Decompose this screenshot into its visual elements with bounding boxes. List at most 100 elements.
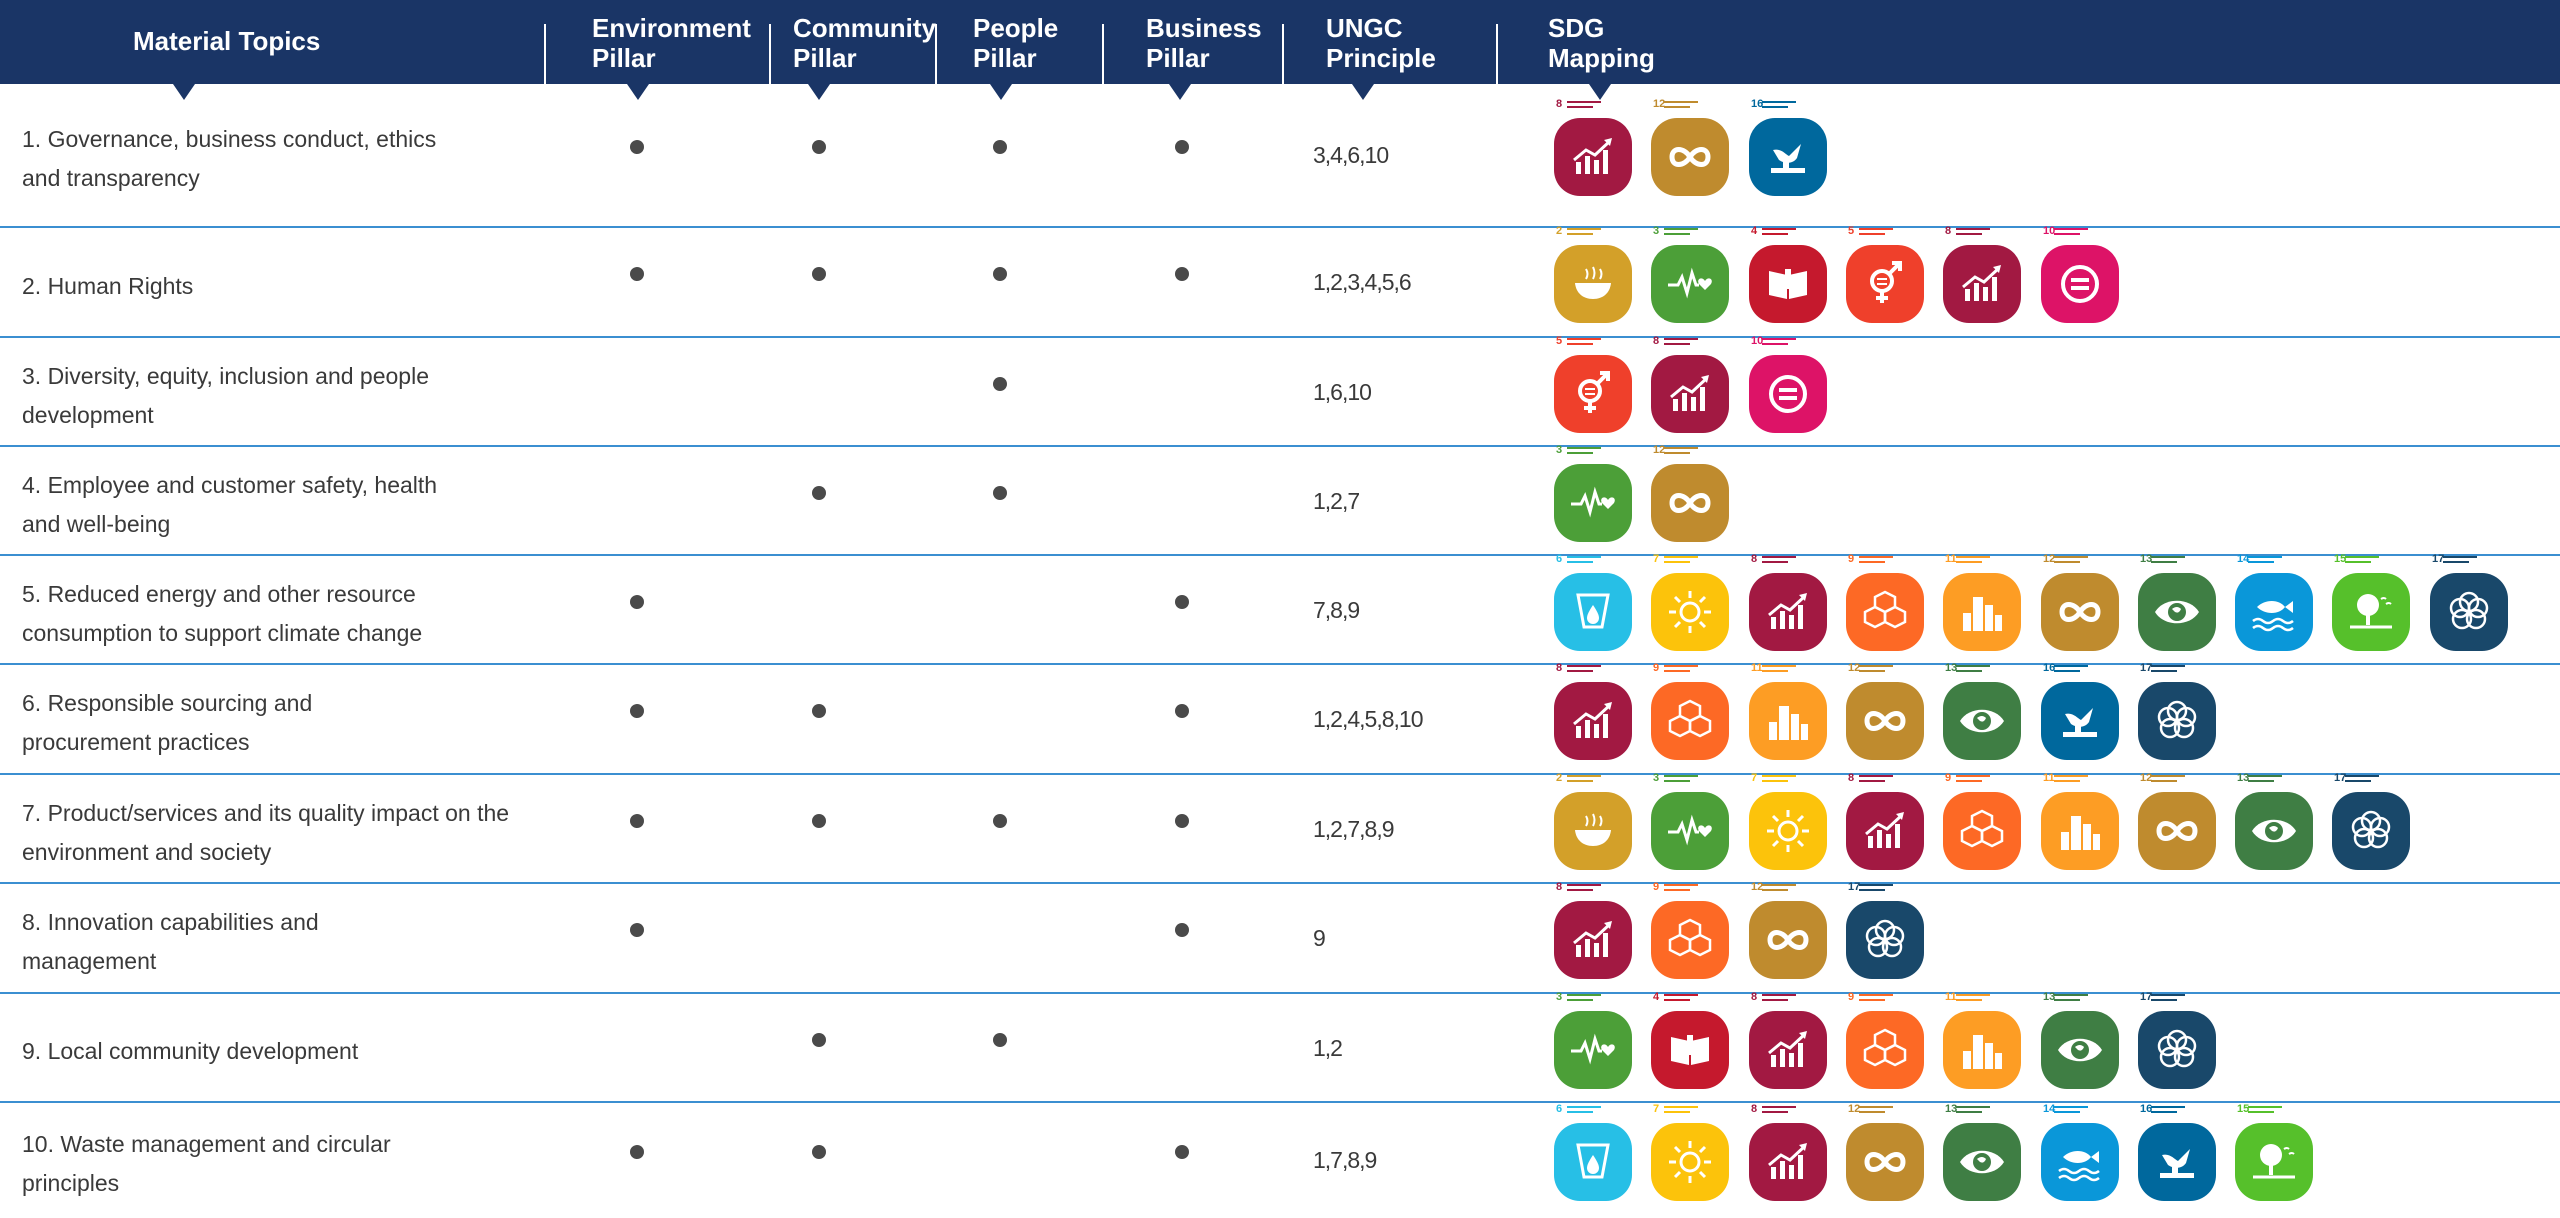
ungc-principle-value: 7,8,9 — [1313, 596, 1360, 623]
tree-icon — [2235, 1122, 2313, 1201]
sdg-number: 9 — [1653, 662, 1660, 674]
ungc-principle-value: 1,2,4,5,8,10 — [1313, 706, 1423, 732]
growth-chart-icon — [1749, 1122, 1827, 1201]
sdg-number: 10 — [1751, 334, 1764, 347]
equality-icon — [1749, 354, 1827, 433]
sdg-number: 15 — [2334, 552, 2347, 565]
sdg-2-badge: 2 — [1554, 771, 1632, 870]
sdg-13-badge: 13 — [1943, 662, 2021, 760]
infinity-icon — [2041, 572, 2119, 651]
sdg-3-badge: 3 — [1554, 444, 1632, 542]
community-pillar-dot — [812, 704, 826, 718]
sun-icon — [1651, 572, 1729, 651]
sdg-10-badge: 10 — [1749, 334, 1827, 433]
sdg-number: 13 — [1945, 662, 1958, 674]
business-pillar-header: Business Pillar — [1146, 13, 1262, 73]
ungc-principle-value: 1,2 — [1313, 1034, 1343, 1061]
sdg-number: 2 — [1556, 771, 1563, 784]
sdg-number: 8 — [1556, 662, 1563, 674]
fish-icon — [2041, 1122, 2119, 1201]
sdg-number: 12 — [1848, 1102, 1861, 1115]
gender-icon — [1846, 245, 1924, 323]
header-divider — [1282, 24, 1284, 84]
sdg-number: 13 — [1945, 1102, 1958, 1115]
heartbeat-icon — [1554, 1010, 1632, 1089]
ungc-principle-value: 1,2,7,8,9 — [1313, 815, 1395, 842]
sdg-number: 8 — [1751, 1102, 1758, 1115]
sdg-number: 16 — [2043, 662, 2056, 674]
header-arrow — [990, 84, 1012, 100]
heartbeat-icon — [1554, 463, 1632, 542]
sdg-8-badge: 8 — [1554, 881, 1632, 979]
community-pillar-dot — [812, 1032, 826, 1047]
rings-icon — [2138, 682, 2216, 760]
dove-icon — [2138, 1122, 2216, 1201]
sdg-3-badge: 3 — [1554, 991, 1632, 1089]
fish-icon — [2235, 572, 2313, 651]
header-divider — [935, 24, 937, 84]
sdg-number: 17 — [2140, 990, 2153, 1003]
table-row: 5. Reduced energy and other resource con… — [0, 552, 2560, 665]
cubes-icon — [1651, 901, 1729, 979]
material-topic: 4. Employee and customer safety, health … — [22, 471, 438, 537]
sdg-17-badge: 17 — [1846, 881, 1924, 979]
sdg-6-badge: 6 — [1554, 1103, 1632, 1201]
sdg-10-badge: 10 — [2041, 225, 2119, 323]
sdg-11-badge: 11 — [1943, 990, 2021, 1089]
book-icon — [1651, 1010, 1729, 1089]
sdg-4-badge: 4 — [1749, 225, 1827, 323]
sdg-3-badge: 3 — [1651, 772, 1729, 870]
sdg-number: 11 — [1945, 990, 1957, 1003]
sdg-12-badge: 12 — [1749, 881, 1827, 979]
environment-pillar-dot — [630, 704, 644, 718]
people-pillar-dot — [993, 1032, 1007, 1047]
material-topic: 9. Local community development — [22, 1038, 359, 1064]
sdg-12-badge: 12 — [2041, 553, 2119, 651]
table-row: 8. Innovation capabilities and managemen… — [0, 881, 2560, 994]
sdg-13-badge: 13 — [2235, 772, 2313, 870]
people-pillar-dot — [993, 376, 1007, 391]
environment-pillar-dot — [630, 923, 644, 937]
infinity-icon — [1651, 118, 1729, 196]
growth-chart-icon — [1749, 572, 1827, 651]
rings-icon — [1846, 901, 1924, 979]
sdg-7-badge: 7 — [1651, 553, 1729, 651]
sdg-13-badge: 13 — [2138, 553, 2216, 651]
growth-chart-icon — [1749, 1010, 1827, 1089]
sdg-13-badge: 13 — [1943, 1102, 2021, 1201]
environment-pillar-dot — [630, 813, 644, 828]
sdg-number: 16 — [1751, 98, 1764, 110]
sdg-number: 14 — [2237, 552, 2250, 565]
material-topic: 1. Governance, business conduct, ethics … — [22, 126, 437, 191]
community-pillar-dot — [812, 267, 826, 281]
bowl-icon — [1554, 245, 1632, 323]
eye-globe-icon — [2235, 791, 2313, 870]
eye-globe-icon — [1943, 682, 2021, 760]
city-icon — [1943, 572, 2021, 651]
sdg-number: 3 — [1653, 225, 1660, 237]
sdg-number: 11 — [1945, 552, 1957, 565]
business-pillar-dot — [1175, 594, 1189, 609]
sdg-number: 7 — [1751, 771, 1758, 784]
sdg-number: 17 — [2432, 552, 2445, 565]
sdg-number: 14 — [2043, 1102, 2056, 1115]
ungc-principle-value: 1,6,10 — [1313, 378, 1372, 405]
sdg-11-badge: 11 — [1943, 552, 2021, 651]
header-arrow — [808, 84, 830, 100]
material-topic: 5. Reduced energy and other resource con… — [22, 580, 423, 646]
header-divider — [769, 24, 771, 84]
city-icon — [2041, 791, 2119, 870]
people-pillar-dot — [993, 140, 1007, 154]
sdg-number: 17 — [2140, 662, 2153, 674]
sdg-16-badge: 16 — [2138, 1103, 2216, 1201]
sdg-number: 8 — [1751, 990, 1758, 1003]
sdg-4-badge: 4 — [1651, 991, 1729, 1089]
sdg-number: 8 — [1848, 771, 1855, 784]
business-pillar-dot — [1175, 923, 1189, 937]
eye-globe-icon — [2041, 1010, 2119, 1089]
ungc-principle-value: 9 — [1313, 925, 1326, 951]
sdg-number: 4 — [1751, 225, 1758, 237]
growth-chart-icon — [1554, 682, 1632, 760]
sdg-16-badge: 16 — [1749, 98, 1827, 196]
header-divider — [1496, 24, 1498, 84]
